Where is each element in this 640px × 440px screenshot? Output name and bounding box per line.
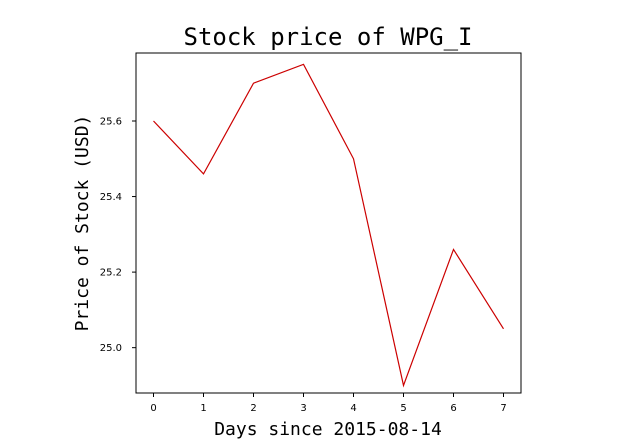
x-tick-label: 6 bbox=[450, 403, 456, 414]
x-tick-label: 1 bbox=[200, 403, 206, 414]
plot-frame bbox=[135, 52, 522, 394]
y-tick-label: 25.2 bbox=[100, 268, 122, 279]
x-tick-label: 2 bbox=[250, 403, 256, 414]
x-tick-label: 3 bbox=[300, 403, 306, 414]
x-tick-label: 4 bbox=[350, 403, 356, 414]
y-tick-label: 25.6 bbox=[100, 117, 122, 128]
series-line-0 bbox=[153, 63, 505, 388]
y-tick-label: 25.0 bbox=[100, 343, 122, 354]
y-axis-label: Price of Stock (USD) bbox=[72, 115, 93, 332]
y-axis-ticks: 25.0 25.2 25.4 25.6 bbox=[100, 117, 136, 354]
y-tick-label: 25.4 bbox=[100, 192, 122, 203]
x-axis-ticks: 0 1 2 3 4 5 6 7 bbox=[150, 393, 507, 414]
plot-area: 0 1 2 3 4 5 6 7 25.0 25.2 25.4 25.6 bbox=[100, 52, 522, 414]
x-tick-label: 5 bbox=[400, 403, 406, 414]
x-axis-label: Days since 2015-08-14 bbox=[214, 419, 442, 440]
chart-title: Stock price of WPG_I bbox=[184, 23, 473, 51]
x-tick-label: 7 bbox=[500, 403, 506, 414]
x-tick-label: 0 bbox=[150, 403, 156, 414]
series-layer bbox=[153, 63, 505, 388]
